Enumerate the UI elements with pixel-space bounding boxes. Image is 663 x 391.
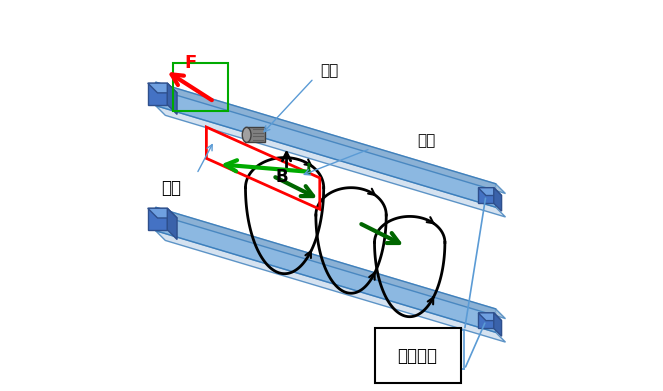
Polygon shape	[167, 208, 177, 239]
Ellipse shape	[242, 127, 251, 142]
Polygon shape	[156, 106, 505, 217]
Polygon shape	[245, 127, 265, 142]
Polygon shape	[148, 83, 177, 93]
Polygon shape	[478, 188, 494, 203]
Polygon shape	[148, 83, 167, 104]
Polygon shape	[148, 208, 167, 230]
Polygon shape	[156, 207, 505, 319]
Polygon shape	[494, 313, 502, 336]
Text: I: I	[305, 163, 311, 178]
Polygon shape	[478, 188, 502, 196]
Text: 电枢: 电枢	[418, 133, 436, 148]
Polygon shape	[156, 207, 496, 332]
Polygon shape	[156, 82, 496, 207]
Text: 直流电源: 直流电源	[398, 347, 438, 365]
Polygon shape	[148, 208, 177, 218]
Text: B: B	[276, 168, 288, 186]
Text: F: F	[184, 54, 197, 72]
Polygon shape	[156, 231, 505, 342]
Text: 轨道: 轨道	[161, 179, 181, 197]
Text: 炮弹: 炮弹	[320, 63, 338, 78]
Polygon shape	[494, 188, 502, 211]
Polygon shape	[478, 313, 494, 328]
Polygon shape	[167, 83, 177, 114]
FancyBboxPatch shape	[375, 328, 461, 383]
Polygon shape	[478, 313, 502, 321]
Polygon shape	[156, 82, 505, 194]
